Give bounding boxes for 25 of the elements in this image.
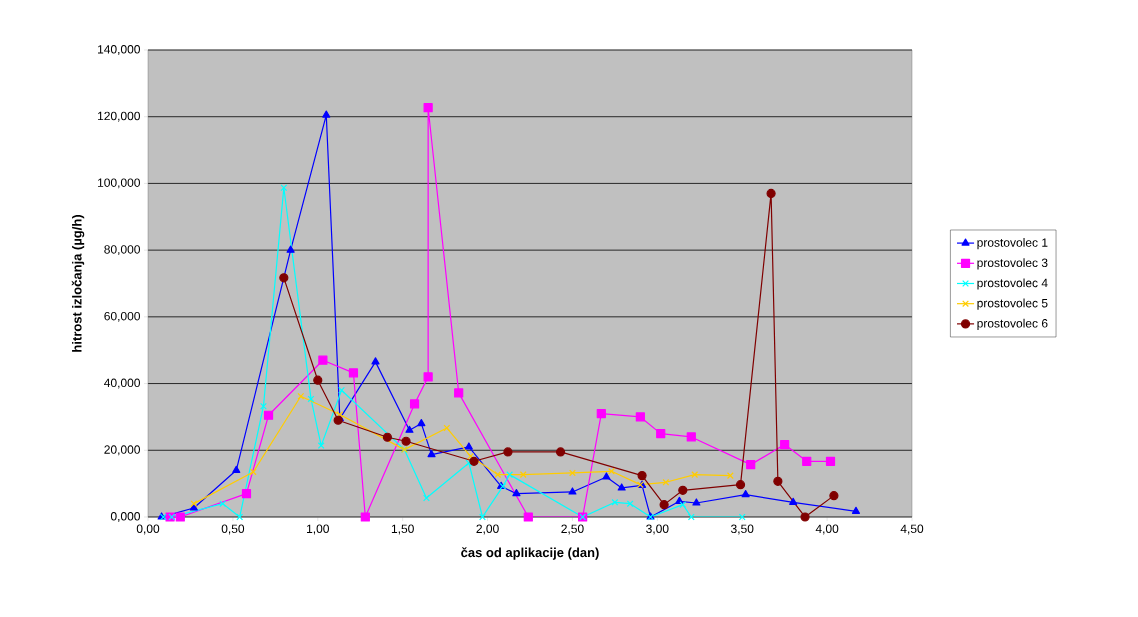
x-tick-label: 2,50 bbox=[561, 524, 584, 535]
y-tick-label: 140,000 bbox=[98, 45, 140, 55]
y-tick-label: 0,000 bbox=[110, 512, 141, 522]
y-tick-label: 80,000 bbox=[104, 245, 141, 256]
x-tick-label: 3,50 bbox=[731, 524, 754, 535]
x-tick-label: 1,00 bbox=[307, 524, 329, 535]
y-tick-label: 120,000 bbox=[98, 111, 140, 122]
x-tick-label: 3,00 bbox=[646, 524, 669, 535]
x-tick-label: 4,00 bbox=[815, 524, 839, 535]
y-tick-label: 40,000 bbox=[104, 378, 141, 389]
x-tick-label: 0,50 bbox=[221, 524, 245, 535]
legend-label: prostovolec 5 bbox=[977, 298, 1048, 310]
y-axis-title: hitrost izločanja (µg/h) bbox=[71, 215, 85, 352]
y-tick-label: 60,000 bbox=[104, 311, 141, 322]
x-axis-title: čas od aplikacije (dan) bbox=[461, 547, 599, 560]
legend-label: prostovolec 1 bbox=[977, 238, 1048, 250]
y-tick-label: 100,000 bbox=[98, 178, 140, 189]
x-tick-label: 0,00 bbox=[136, 524, 160, 535]
legend-label: prostovolec 3 bbox=[977, 258, 1048, 270]
y-tick-label: 20,000 bbox=[104, 445, 141, 456]
legend-label: prostovolec 4 bbox=[977, 278, 1048, 290]
x-tick-label: 1,50 bbox=[391, 524, 414, 535]
legend-label: prostovolec 6 bbox=[977, 318, 1048, 330]
x-tick-label: 2,00 bbox=[476, 524, 499, 535]
x-tick-label: 4,50 bbox=[900, 524, 924, 535]
